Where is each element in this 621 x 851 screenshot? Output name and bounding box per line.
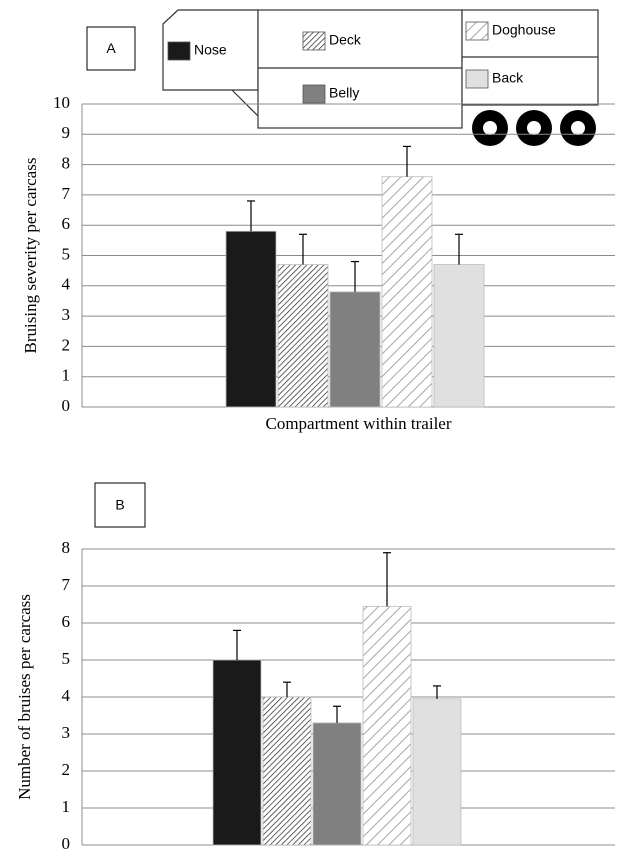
bar (412, 698, 462, 846)
wheel-hub (527, 121, 541, 135)
x-axis-title: Compartment within trailer (265, 414, 451, 433)
y-tick-label: 2 (62, 335, 71, 354)
legend-swatch (465, 69, 489, 89)
y-tick-label: 6 (62, 612, 71, 631)
bar (381, 176, 433, 408)
error-bar (455, 233, 463, 265)
panel-label-box (94, 482, 146, 528)
y-tick-label: 7 (62, 575, 71, 594)
trailer-diagram (162, 9, 599, 146)
error-bar (351, 260, 359, 292)
y-tick-label: 5 (62, 244, 71, 263)
bar (433, 264, 485, 408)
error-bar (299, 233, 307, 265)
y-tick-label: 4 (62, 686, 71, 705)
panel-label: A (106, 40, 116, 56)
bar (277, 264, 329, 408)
error-bar (403, 145, 411, 177)
bar (212, 659, 262, 846)
wheel-hub (483, 121, 497, 135)
y-tick-label: 0 (62, 396, 71, 415)
y-axis-title: Bruising severity per carcass (21, 158, 40, 354)
y-tick-label: 5 (62, 649, 71, 668)
bar (312, 722, 362, 846)
y-axis-title: Number of bruises per carcass (15, 594, 34, 800)
panel-label: B (115, 497, 124, 513)
y-tick-label: 6 (62, 214, 71, 233)
y-tick-label: 3 (62, 305, 71, 324)
legend-swatch (465, 21, 489, 41)
legend-swatch (167, 41, 191, 61)
bar (329, 291, 381, 408)
trailer-body (257, 9, 463, 129)
y-tick-label: 8 (62, 154, 71, 173)
y-tick-label: 1 (62, 366, 71, 385)
y-tick-label: 9 (62, 123, 71, 142)
panel-label-box (86, 26, 136, 71)
trailer-hitch (231, 89, 259, 117)
legend-label: Nose (194, 42, 227, 58)
legend-label: Deck (329, 32, 362, 48)
y-tick-label: 1 (62, 797, 71, 816)
legend-swatch (302, 84, 326, 104)
bar (362, 605, 412, 846)
legend-label: Back (492, 70, 524, 86)
y-tick-label: 4 (62, 275, 71, 294)
legend-swatch (302, 31, 326, 51)
legend-label: Belly (329, 85, 359, 101)
error-bar (333, 705, 341, 723)
error-bar (283, 681, 291, 697)
error-bar (433, 685, 441, 699)
y-tick-label: 3 (62, 723, 71, 742)
y-tick-label: 0 (62, 834, 71, 851)
y-tick-label: 7 (62, 184, 71, 203)
error-bar (233, 629, 241, 660)
y-tick-label: 10 (53, 93, 70, 112)
trailer-nose (162, 9, 259, 91)
error-bar (247, 200, 255, 232)
y-tick-label: 8 (62, 538, 71, 557)
bar (262, 696, 312, 846)
y-tick-label: 2 (62, 760, 71, 779)
wheel-hub (571, 121, 585, 135)
legend-label: Doghouse (492, 22, 556, 38)
error-bar (383, 552, 391, 607)
bar (225, 230, 277, 408)
